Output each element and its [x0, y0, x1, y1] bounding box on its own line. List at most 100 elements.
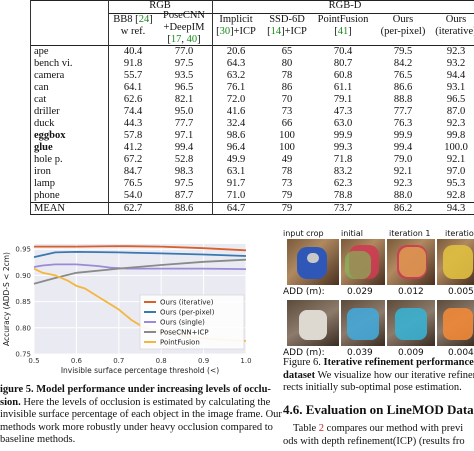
table-row-name: driller: [34, 106, 60, 117]
legend-label: Ours (iterative): [160, 299, 214, 307]
table-cell: 92.3: [446, 118, 466, 129]
section-paragraph-line2: ods with depth refinement(ICP) (results …: [283, 435, 465, 447]
col-header-ssd6d: SSD-6D [14]+ICP: [267, 14, 307, 37]
table-cell: 93.1: [446, 82, 466, 93]
y-tick-label: 0.75: [15, 351, 31, 359]
add-label-row2: ADD (m):: [283, 348, 325, 358]
label-initial: initial: [341, 229, 363, 238]
table-cell: 96.4: [226, 142, 246, 153]
table-mean-cell: 62.7: [123, 203, 143, 214]
table-cell: 87.0: [446, 106, 466, 117]
table-cell: 86.6: [393, 82, 413, 93]
table-cell: 99.4: [393, 142, 413, 153]
table-cell: 77.7: [393, 106, 413, 117]
table-cell: 63.0: [333, 118, 353, 129]
table-cell: 92.1: [446, 154, 466, 165]
figure5-caption-line3: invisible surface percentage of each obj…: [0, 409, 282, 420]
table-cell: 71.8: [333, 154, 353, 165]
col-header-ours-perpixel: Ours (per-pixel): [380, 14, 426, 37]
row1-input-crop-image: [287, 239, 339, 285]
table-cell: 97.5: [174, 178, 194, 189]
figure6-caption-line1: Figure 6. Iterative refinement performan…: [283, 357, 474, 368]
section-paragraph: Table 2 compares our method with previ o…: [283, 423, 465, 448]
table-cell: 62.6: [123, 94, 143, 105]
table-row-name: glue: [34, 142, 53, 153]
table-cell: 47.3: [333, 106, 353, 117]
table-cell: 80.7: [333, 58, 353, 69]
table-row-name: cat: [34, 94, 47, 105]
table-cell: 62.3: [333, 178, 353, 189]
figure5-caption-line2: sion. Here the levels of occlusion is es…: [0, 396, 271, 408]
table-cell: 41.6: [226, 106, 246, 117]
table-cell: 92.1: [393, 166, 413, 177]
table-row-name: phone: [34, 190, 60, 201]
col-header-posecnn: PoseCNN +DeepIM [17, 40]: [162, 10, 206, 45]
row2-initial-image: [341, 300, 385, 346]
table-cell: 80: [281, 58, 293, 69]
table-mean-cell: 64.7: [226, 203, 246, 214]
table-cell: 100: [279, 130, 295, 141]
table-cell: 96.5: [174, 82, 194, 93]
table-cell: 98.3: [174, 166, 194, 177]
figure5-caption-line5: baseline methods.: [0, 434, 76, 445]
table-cell: 83.2: [333, 166, 353, 177]
table-cell: 49.9: [226, 154, 246, 165]
figure6-column-labels: input crop initial iteration 1 iteration…: [283, 229, 474, 247]
table-cell: 97.1: [174, 130, 194, 141]
table-top-rule: [30, 0, 474, 1]
table-cell: 88.0: [393, 190, 413, 201]
table-name-divider: [108, 0, 109, 215]
table-row-name: can: [34, 82, 49, 93]
table-mean-name: MEAN: [34, 203, 65, 214]
add-row1-iter1: 0.012: [398, 287, 424, 297]
table-mean-rule: [30, 202, 474, 203]
table-cell: 95.3: [446, 178, 466, 189]
table-cell: 98.6: [226, 130, 246, 141]
series-line: [34, 245, 247, 252]
table-cell: 54.0: [123, 190, 143, 201]
row1-iteration1-image: [387, 239, 435, 285]
table-cell: 99.3: [333, 142, 353, 153]
legend-label: PointFusion: [160, 339, 200, 347]
series-line: [33, 263, 247, 270]
figure6-caption: Figure 6. Iterative refinement performan…: [283, 357, 474, 395]
row1-iteration2-image: [437, 239, 474, 285]
figure5-caption: igure 5. Model performance under increas…: [0, 384, 282, 447]
table-cell: 32.4: [226, 118, 246, 129]
rgbd-group-header: RGB-D: [328, 0, 362, 11]
table-cell: 77.0: [174, 46, 194, 57]
table-cell: 63.1: [226, 166, 246, 177]
y-axis-label: Accuracy (ADD-S < 2cm): [2, 252, 11, 346]
table-cell: 41.2: [123, 142, 143, 153]
table-rgb-divider: [212, 0, 213, 215]
legend-label: Ours (per-pixel): [160, 309, 215, 317]
add-row1-initial: 0.029: [347, 287, 373, 297]
label-input-crop: input crop: [283, 229, 324, 238]
y-tick-label: 0.80: [15, 324, 31, 332]
table-cell: 60.8: [333, 70, 353, 81]
col-header-bb8: BB8 [24] w ref.: [113, 14, 153, 37]
table-cell: 99.9: [393, 130, 413, 141]
figure6-add-row2: ADD (m): 0.039 0.009 0.004: [283, 348, 474, 359]
table-cell: 71.0: [226, 190, 246, 201]
table-cell: 55.7: [123, 70, 143, 81]
table-row-name: duck: [34, 118, 55, 129]
figure5-caption-line1: igure 5. Model performance under increas…: [0, 384, 271, 395]
table-cell: 93.2: [446, 58, 466, 69]
table-cell: 100: [279, 142, 295, 153]
table-cell: 99.8: [446, 130, 466, 141]
section-heading: 4.6. Evaluation on LineMOD Dataset: [283, 402, 474, 417]
table-row-name: eggbox: [34, 130, 66, 141]
legend-label: PoseCNN+ICP: [160, 329, 209, 337]
table-cell: 61.1: [333, 82, 353, 93]
col-header-implicit: Implicit [30]+ICP: [216, 14, 256, 37]
table-cell: 20.6: [226, 46, 246, 57]
legend-label: Ours (single): [160, 319, 205, 327]
table-cell: 65: [281, 46, 293, 57]
table-cell: 40.4: [123, 46, 143, 57]
row2-input-crop-image: [287, 300, 339, 346]
table-cell: 78: [281, 70, 293, 81]
col-header-pointfusion: PointFusion [41]: [317, 14, 369, 37]
table-cell: 87.7: [174, 190, 194, 201]
table-cell: 100.0: [444, 142, 468, 153]
